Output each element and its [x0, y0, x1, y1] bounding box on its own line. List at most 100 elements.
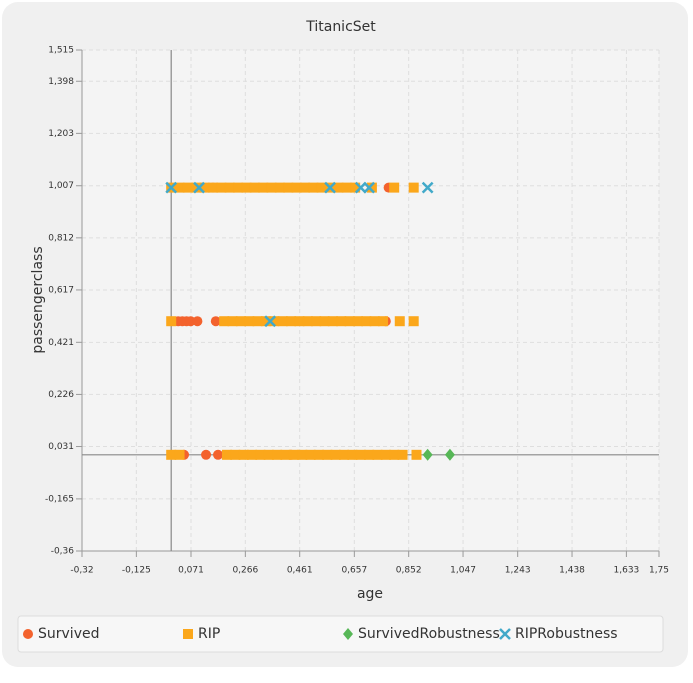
- point: [389, 449, 400, 460]
- y-tick-label: 0,812: [48, 233, 74, 243]
- point: [322, 449, 333, 460]
- x-tick-label: 0,266: [232, 566, 258, 576]
- point: [339, 449, 350, 460]
- y-tick-label: -0,165: [45, 494, 74, 504]
- y-tick-label: 0,617: [48, 285, 74, 295]
- point: [166, 449, 177, 460]
- point: [299, 182, 310, 193]
- x-tick-label: 0,852: [396, 566, 422, 576]
- point: [165, 181, 178, 194]
- x-tick-label: 1,633: [614, 566, 640, 576]
- x-tick-label: 1,438: [559, 566, 585, 576]
- point: [283, 182, 294, 193]
- point: [421, 181, 434, 194]
- point: [249, 182, 260, 193]
- point: [199, 182, 210, 193]
- point: [291, 182, 302, 193]
- point: [238, 449, 249, 460]
- point: [341, 182, 352, 193]
- point: [444, 448, 455, 461]
- legend: [17, 615, 664, 653]
- point: [336, 316, 347, 327]
- point: [344, 316, 355, 327]
- point: [193, 181, 205, 194]
- point: [244, 316, 255, 327]
- point: [224, 182, 235, 193]
- point: [277, 316, 288, 327]
- point: [302, 316, 313, 327]
- point: [219, 316, 230, 327]
- point: [182, 182, 193, 193]
- legend-marker: [23, 629, 33, 639]
- x-tick-label: 1,243: [505, 566, 531, 576]
- point: [286, 316, 297, 327]
- point: [260, 316, 271, 327]
- point: [288, 449, 299, 460]
- y-tick-label: 1,007: [48, 181, 74, 191]
- point: [280, 449, 291, 460]
- y-tick-label: 1,398: [48, 77, 74, 87]
- point: [264, 315, 277, 328]
- point: [233, 182, 244, 193]
- point: [272, 449, 283, 460]
- point: [258, 182, 269, 193]
- y-axis-label: passengerclass: [30, 246, 46, 353]
- point: [363, 181, 375, 194]
- x-tick-label: 0,071: [178, 566, 204, 576]
- y-tick-label: 0,226: [48, 390, 74, 400]
- point: [397, 449, 408, 460]
- point: [305, 449, 316, 460]
- y-tick-label: 1,203: [48, 129, 74, 139]
- point: [319, 316, 330, 327]
- x-tick-label: -0,32: [70, 566, 93, 576]
- point: [191, 182, 202, 193]
- point: [355, 449, 366, 460]
- point: [263, 449, 274, 460]
- point: [174, 182, 185, 193]
- point: [394, 316, 405, 327]
- point: [352, 316, 363, 327]
- point: [235, 316, 246, 327]
- point: [210, 316, 221, 327]
- point: [297, 449, 308, 460]
- point: [316, 182, 327, 193]
- plot-area: [82, 50, 659, 551]
- x-tick-label: 0,657: [341, 566, 367, 576]
- x-tick-label: -0,125: [122, 566, 151, 576]
- point: [347, 449, 358, 460]
- point: [408, 316, 419, 327]
- point: [269, 316, 280, 327]
- point: [378, 316, 389, 327]
- y-tick-label: 1,515: [48, 46, 74, 56]
- point: [330, 449, 341, 460]
- point: [255, 449, 266, 460]
- point: [389, 182, 400, 193]
- point: [422, 448, 433, 461]
- legend-label: Survived: [38, 626, 99, 642]
- legend-marker: [343, 628, 353, 640]
- point: [221, 449, 232, 460]
- point: [274, 182, 285, 193]
- legend-marker: [499, 628, 511, 640]
- x-tick-label: 0,461: [287, 566, 313, 576]
- point: [266, 182, 277, 193]
- y-tick-label: 0,421: [48, 338, 74, 348]
- y-tick-label: 0,031: [48, 442, 74, 452]
- point: [166, 316, 177, 327]
- point: [227, 316, 238, 327]
- point: [308, 182, 319, 193]
- x-tick-label: 1,047: [450, 566, 476, 576]
- point: [350, 182, 361, 193]
- point: [408, 182, 419, 193]
- point: [252, 316, 263, 327]
- legend-marker: [183, 629, 193, 639]
- point: [174, 449, 185, 460]
- point: [372, 449, 383, 460]
- legend-label: RIP: [198, 626, 220, 642]
- point: [201, 449, 212, 460]
- point: [247, 449, 258, 460]
- point: [369, 316, 380, 327]
- point: [411, 449, 422, 460]
- point: [364, 449, 375, 460]
